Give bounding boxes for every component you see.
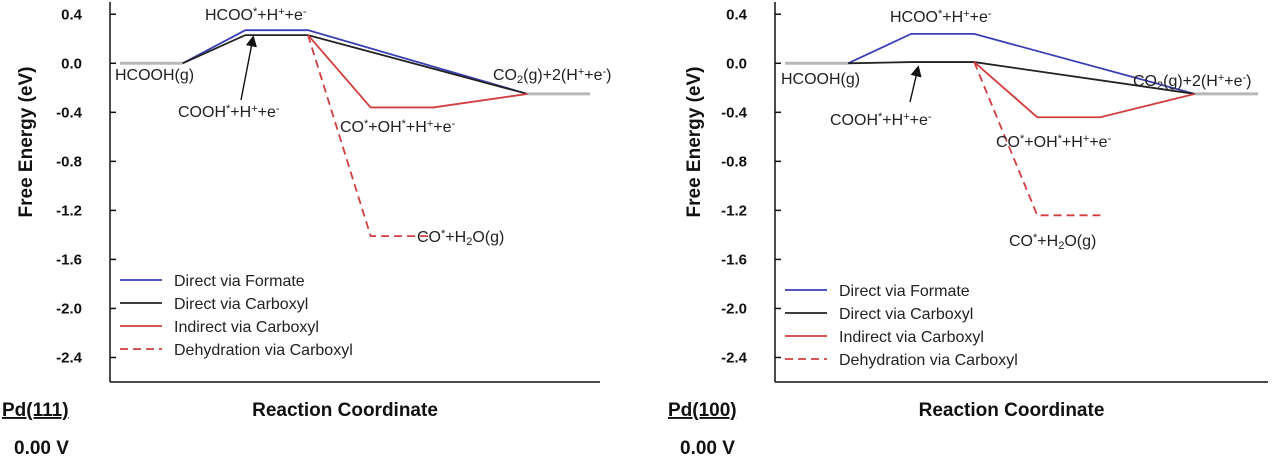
y-tick-label: -2.4	[56, 349, 83, 366]
state-label-cooh: COOH*+H++e-	[830, 111, 932, 129]
state-label-hcoo: HCOO*+H++e-	[205, 6, 307, 24]
y-tick-label: 0.0	[726, 55, 747, 72]
y-tick-label: -0.4	[721, 104, 748, 121]
series-line-direct-via-formate	[847, 32, 1196, 95]
y-tick-label: -1.6	[56, 251, 82, 268]
state-label-hcooh: HCOOH(g)	[115, 67, 194, 84]
y-tick-label: -1.2	[56, 202, 82, 219]
legend: Direct via Formate Direct via Carboxyl Ind…	[785, 283, 1018, 369]
state-label-co-h2o: CO*+H2O(g)	[1009, 232, 1096, 252]
series-line-direct-via-carboxyl	[848, 61, 1196, 95]
legend-label-indirect-via-carboxyl: Indirect via Carboxyl	[839, 329, 984, 346]
y-tick-label: -2.4	[721, 349, 748, 366]
y-tick-label: 0.4	[726, 6, 748, 23]
carboxyl-pointer-arrow	[240, 35, 257, 101]
y-tick-label: -0.8	[721, 153, 747, 170]
state-label-co2: CO2(g)+2(H++e-)	[1133, 72, 1252, 92]
series-line-indirect-via-carboxyl	[973, 61, 1196, 119]
series-line-direct-via-carboxyl	[182, 34, 528, 95]
legend-label-direct-via-formate: Direct via Formate	[174, 273, 305, 290]
x-axis-title: Reaction Coordinate	[919, 400, 1105, 421]
potential-label: 0.00 V	[680, 438, 735, 459]
legend-label-direct-via-carboxyl: Direct via Carboxyl	[174, 296, 308, 313]
legend-label-direct-via-carboxyl: Direct via Carboxyl	[839, 306, 973, 323]
series-line-dehydration-via-carboxyl	[973, 61, 1101, 217]
chart-panel-pd-111: 0.4 0.0 -0.4 -0.8 -1.2 -1.6 -2.0 -2.4 Free Energ…	[2, 2, 612, 459]
state-label-cooh: COOH*+H++e-	[178, 103, 280, 121]
legend-label-direct-via-formate: Direct via Formate	[839, 283, 970, 300]
y-tick-label: -0.8	[56, 153, 82, 170]
y-tick-label: -2.0	[721, 300, 747, 317]
y-tick-label: -1.2	[721, 202, 747, 219]
legend-label-dehydration-via-carboxyl: Dehydration via Carboxyl	[174, 342, 353, 359]
series-line-direct-via-formate	[182, 29, 528, 95]
state-label-co-oh: CO*+OH*+H++e-	[996, 133, 1112, 151]
y-tick-label: 0.0	[61, 55, 82, 72]
state-label-co-oh: CO*+OH*+H++e-	[340, 118, 456, 136]
y-tick-label: -2.0	[56, 300, 82, 317]
legend: Direct via Formate Direct via Carboxyl Ind…	[120, 273, 353, 359]
state-label-co2: CO2(g)+2(H++e-)	[493, 66, 612, 86]
state-label-hcoo: HCOO*+H++e-	[890, 8, 992, 26]
state-label-hcooh: HCOOH(g)	[781, 71, 860, 88]
legend-label-dehydration-via-carboxyl: Dehydration via Carboxyl	[839, 352, 1018, 369]
y-axis-title: Free Energy (eV)	[16, 67, 37, 218]
legend-label-indirect-via-carboxyl: Indirect via Carboxyl	[174, 319, 319, 336]
state-label-co-h2o: CO*+H2O(g)	[417, 228, 504, 248]
surface-label: Pd(100)	[668, 400, 737, 421]
surface-label: Pd(111)	[2, 400, 69, 421]
series-line-indirect-via-carboxyl	[307, 34, 528, 109]
y-tick-label: -0.4	[56, 104, 83, 121]
series-line-dehydration-via-carboxyl	[307, 34, 434, 238]
chart-panel-pd-100: 0.4 0.0 -0.4 -0.8 -1.2 -1.6 -2.0 -2.4 Free Energ…	[668, 2, 1268, 459]
carboxyl-pointer-arrow	[909, 65, 922, 103]
x-axis-title: Reaction Coordinate	[252, 400, 438, 421]
y-axis-title: Free Energy (eV)	[684, 67, 705, 218]
y-tick-label: 0.4	[61, 6, 83, 23]
potential-label: 0.00 V	[14, 438, 69, 459]
y-tick-label: -1.6	[721, 251, 747, 268]
